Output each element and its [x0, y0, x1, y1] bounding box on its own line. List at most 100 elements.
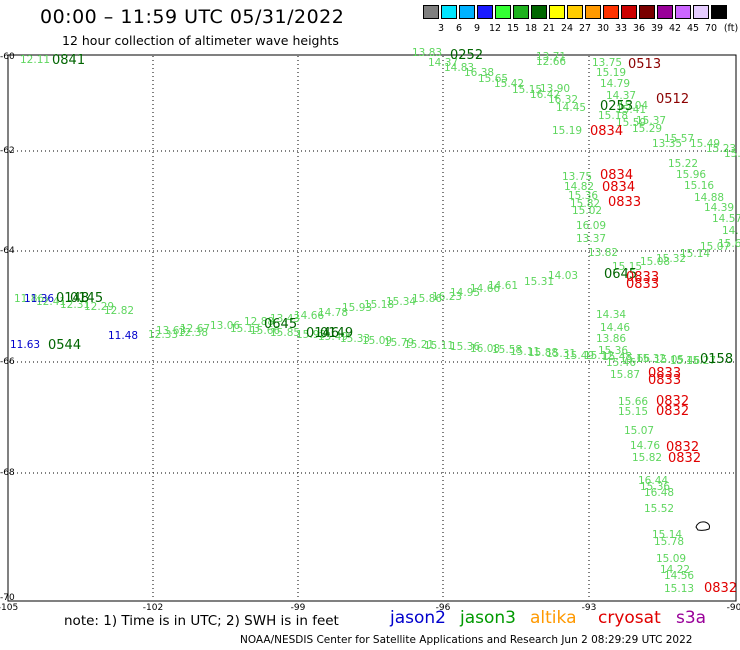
scale-tick-label: 9 — [473, 23, 481, 34]
pass-time-label: 0834 — [600, 168, 634, 183]
wave-height-label: 16.09 — [576, 220, 607, 232]
wave-height-label: 13.63 — [156, 325, 187, 337]
pass-time-label: 0145 — [70, 291, 104, 306]
wave-height-label: 11.48 — [108, 330, 139, 342]
wave-height-label: 16.08 — [470, 343, 501, 355]
latitude-label: -66 — [0, 357, 15, 367]
wave-height-label: 15.07 — [624, 425, 655, 437]
pass-time-label: 0832 — [704, 581, 738, 596]
wave-height-label: 14.03 — [548, 270, 579, 282]
scale-swatch — [513, 5, 529, 19]
wave-height-label: 13.06 — [210, 320, 241, 332]
wave-height-label: 15.14 — [680, 248, 711, 260]
satellite-legend-cryosat: cryosat — [598, 608, 661, 628]
wave-height-label: 15.31 — [546, 348, 577, 360]
credit-line: NOAA/NESDIS Center for Satellite Applica… — [240, 634, 693, 646]
wave-height-label: 15.66 — [620, 353, 651, 365]
wave-height-label: 11.86 — [14, 293, 45, 305]
wave-height-label: 15.36 — [640, 481, 671, 493]
wave-height-label: 12.66 — [536, 56, 567, 68]
wave-height-label: 15.19 — [596, 67, 627, 79]
wave-height-label: 15.52 — [644, 503, 675, 515]
wave-height-label: 15.41 — [616, 104, 647, 116]
scale-swatch — [711, 5, 727, 19]
wave-height-label: 14.66 — [294, 310, 325, 322]
scale-swatch — [675, 5, 691, 19]
wave-height-label: 13.37 — [576, 233, 607, 245]
island-outline — [695, 521, 710, 531]
wave-height-label: 12.33 — [148, 329, 179, 341]
wave-height-label: 15.19 — [552, 125, 583, 137]
wave-height-label: 16.42 — [530, 89, 561, 101]
wave-height-label: 14.46 — [600, 322, 631, 334]
wave-height-label: 12.67 — [180, 323, 211, 335]
wave-height-label: 13.71 — [536, 51, 567, 63]
wave-height-label: 15. — [724, 148, 740, 160]
wave-height-label: 14.95 — [450, 287, 481, 299]
wave-height-label: 15.18 — [598, 110, 629, 122]
wave-height-label: 13.75 — [562, 171, 593, 183]
wave-height-label: 13.83 — [412, 47, 443, 59]
wave-height-label: 15.42 — [494, 78, 525, 90]
pass-time-label: 0149 — [320, 326, 354, 341]
scale-swatch — [693, 5, 709, 19]
scale-tick-label: 24 — [560, 23, 574, 34]
scale-swatch — [657, 5, 673, 19]
wave-height-label: 15.57 — [664, 133, 695, 145]
wave-height-label: 12.88 — [244, 316, 275, 328]
wave-height-label: 12.38 — [178, 327, 209, 339]
wave-height-label: 13.35 — [652, 138, 683, 150]
map-grid — [9, 56, 735, 600]
pass-time-label: 0834 — [590, 124, 624, 139]
scale-tick-label: 42 — [668, 23, 682, 34]
wave-height-label: 12.82 — [104, 305, 135, 317]
pass-time-label: 0146 — [306, 326, 340, 341]
wave-height-label: 16.23 — [432, 291, 463, 303]
wave-height-label: 15.36 — [568, 190, 599, 202]
wave-height-label: 14.37 — [428, 57, 459, 69]
scale-swatch — [621, 5, 637, 19]
wave-height-label: 15.07 — [700, 241, 731, 253]
scale-tick-label: 39 — [650, 23, 664, 34]
latitude-label: -68 — [0, 468, 15, 478]
wave-height-label: 14.45 — [556, 102, 587, 114]
pass-time-label: 0833 — [626, 277, 660, 292]
scale-tick-label: 18 — [524, 23, 538, 34]
longitude-label: -102 — [142, 603, 164, 613]
wave-height-label: 11.36 — [24, 293, 55, 305]
scale-swatch — [603, 5, 619, 19]
pass-time-label: 0645 — [264, 317, 298, 332]
wave-height-label: 15.46 — [606, 357, 637, 369]
wave-height-label: 15.09 — [656, 553, 687, 565]
wave-height-label: 14.66 — [470, 283, 501, 295]
wave-height-label: 15.86 — [412, 293, 443, 305]
wave-height-label: 15.32 — [656, 253, 687, 265]
wave-height-label: 15.27 — [686, 355, 717, 367]
scale-swatch — [585, 5, 601, 19]
wave-height-label: 15.31 — [524, 276, 555, 288]
longitude-label: -90 — [726, 603, 740, 613]
wave-height-label: 13.82 — [588, 247, 619, 259]
latitude-label: -62 — [0, 146, 15, 156]
pass-time-label: 0252 — [450, 48, 484, 63]
wave-height-label: 15.14 — [652, 529, 683, 541]
wave-height-label: 12.29 — [84, 301, 115, 313]
scale-tick-label: 45 — [686, 23, 700, 34]
wave-height-label: 14.79 — [600, 78, 631, 90]
wave-height-label: 13.90 — [540, 83, 571, 95]
latitude-label: -70 — [0, 593, 15, 603]
wave-height-label: 15.08 — [640, 256, 671, 268]
wave-height-label: 15.04 — [618, 100, 649, 112]
longitude-label: -105 — [0, 603, 19, 613]
wave-height-label: 15.82 — [570, 198, 601, 210]
scale-swatch — [477, 5, 493, 19]
pass-time-label: 0513 — [628, 57, 662, 72]
wave-height-label: 15.15 — [512, 84, 543, 96]
wave-height-label: 15.78 — [654, 536, 685, 548]
scale-tick-label: 21 — [542, 23, 556, 34]
wave-height-label: 14.39 — [704, 202, 735, 214]
pass-time-label: 0512 — [656, 92, 690, 107]
pass-time-label: 0833 — [648, 366, 682, 381]
wave-height-label: 14.34 — [596, 309, 627, 321]
wave-height-label: 15.6 — [718, 238, 740, 250]
